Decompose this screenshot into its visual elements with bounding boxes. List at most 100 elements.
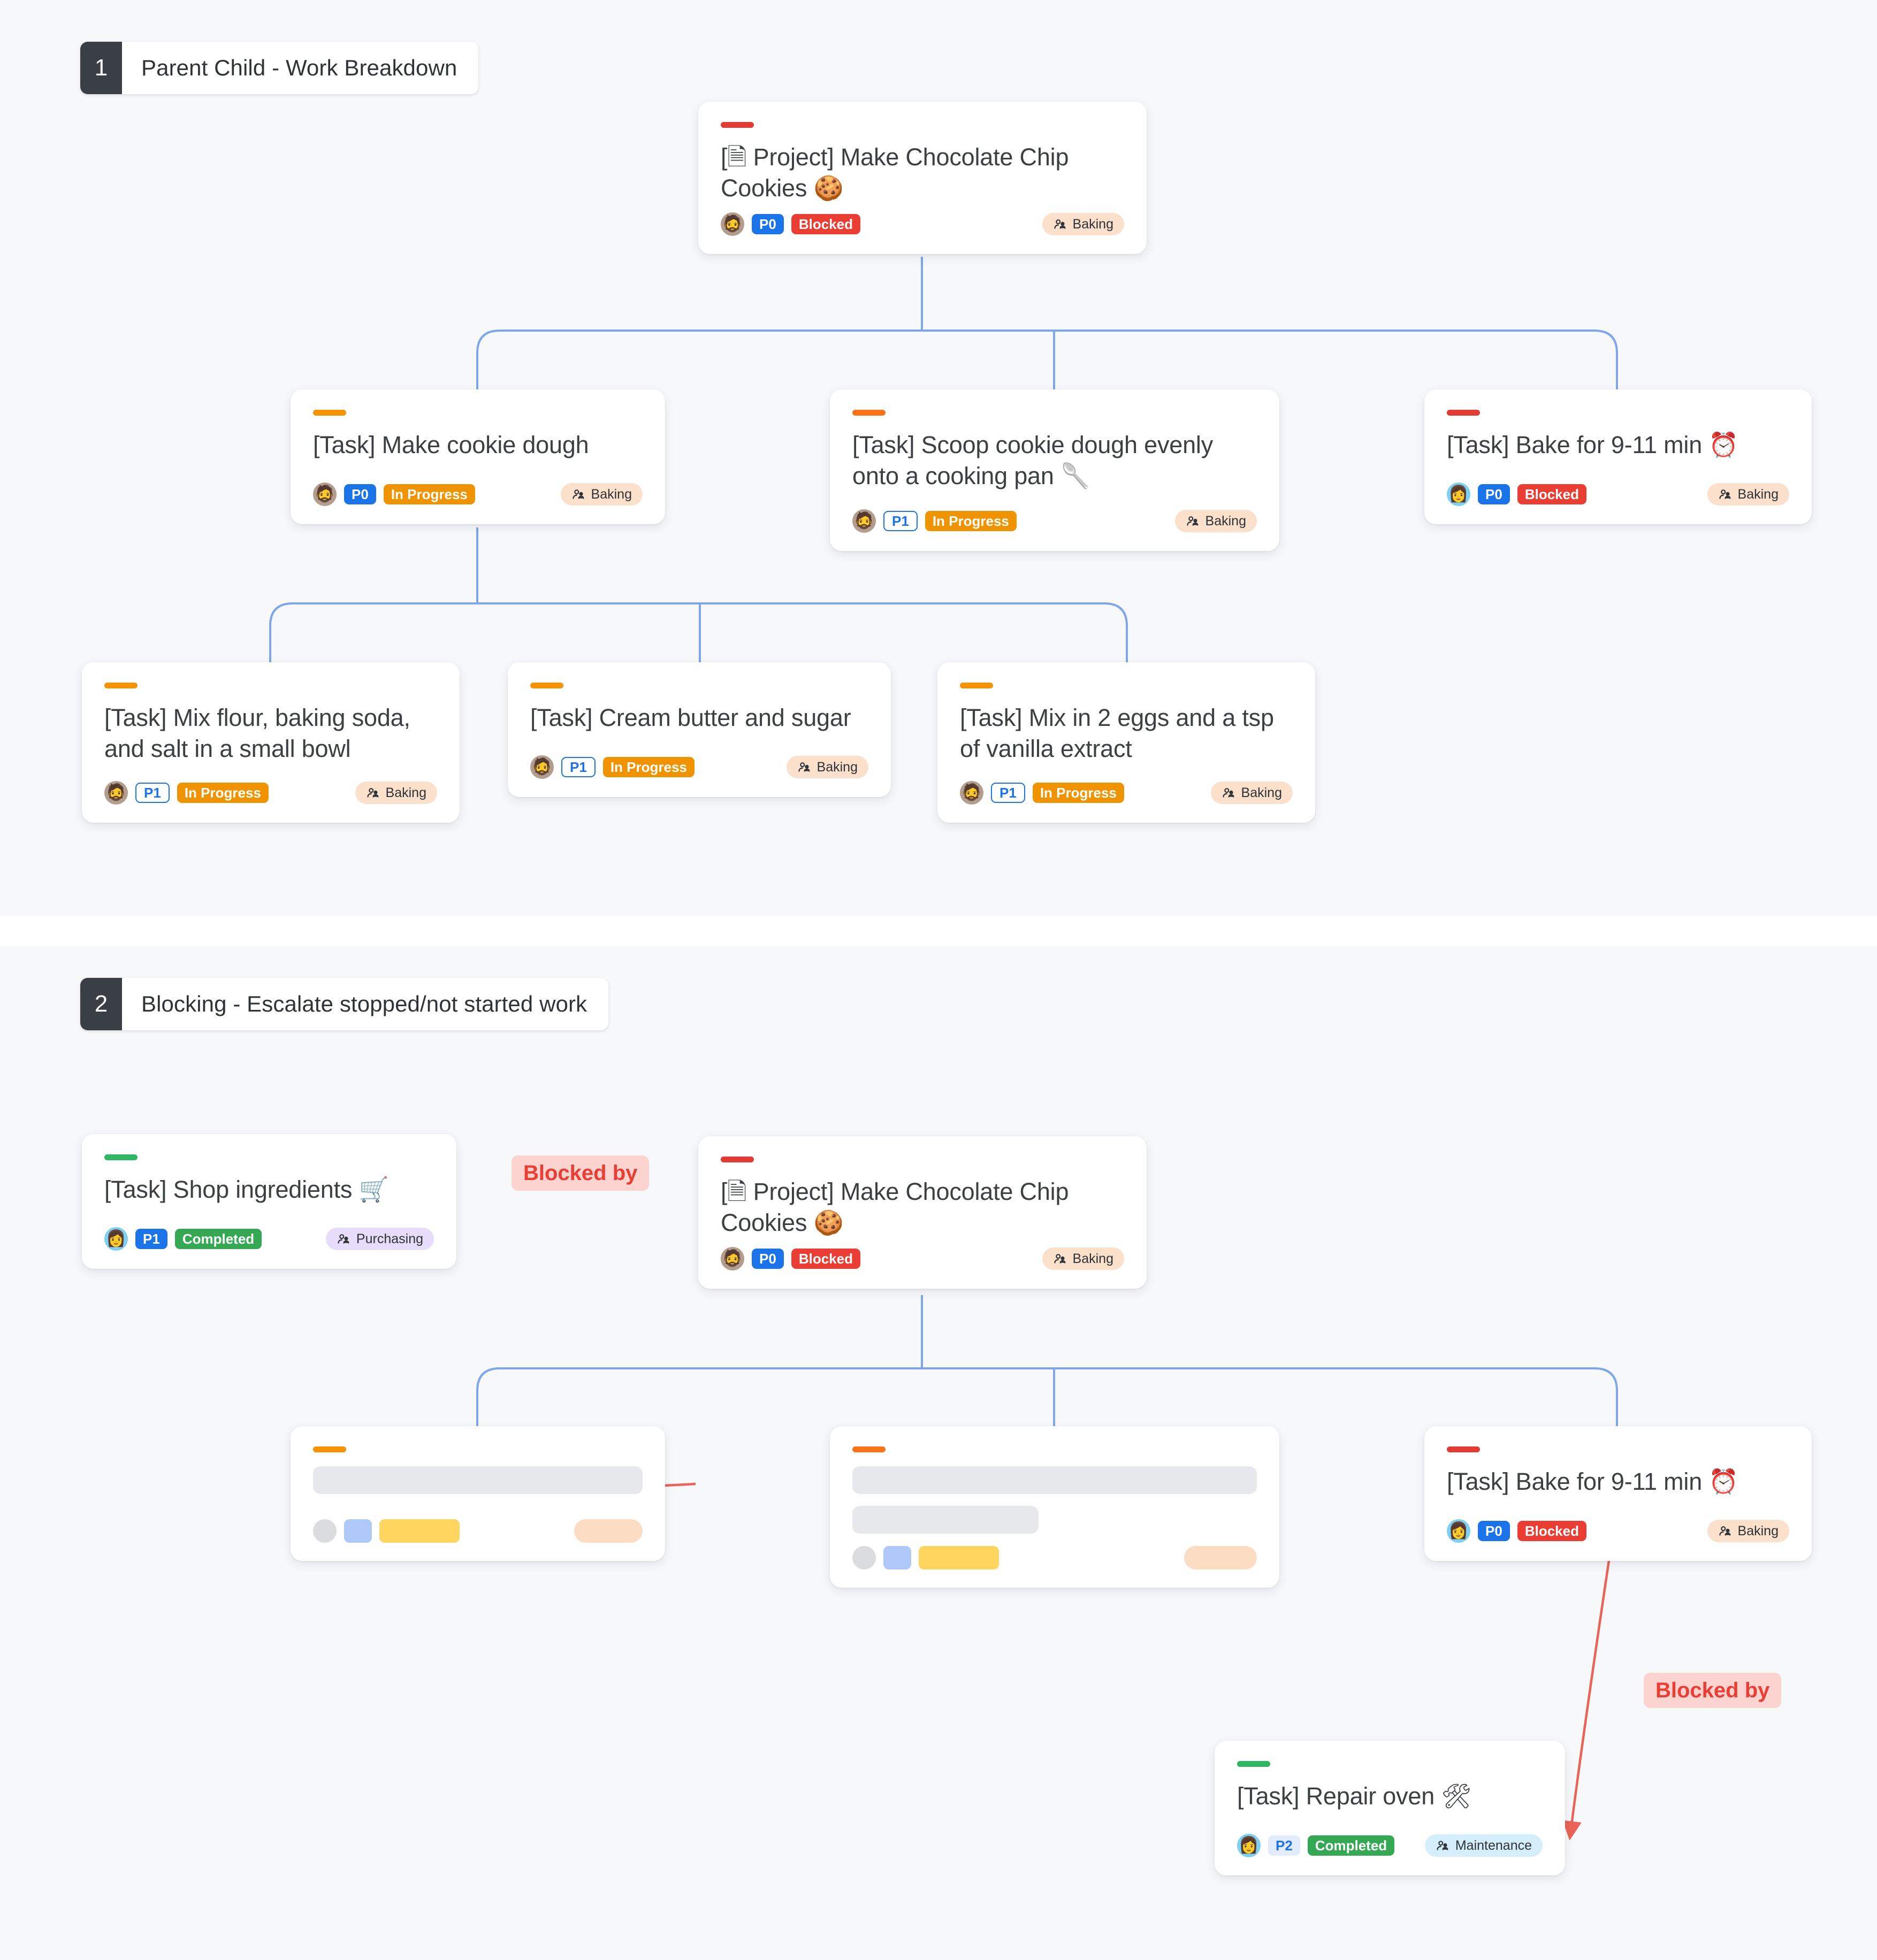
card-placeholder-1[interactable] — [291, 1426, 665, 1561]
card-title: [Task] Cream butter and sugar — [530, 704, 851, 731]
priority-badge: P1 — [135, 783, 170, 803]
avatar: 👩 — [1447, 483, 1470, 506]
card-type-indicator — [104, 1154, 138, 1160]
status-badge: In Progress — [1032, 783, 1124, 803]
team-tag-label: Baking — [1072, 1251, 1113, 1266]
card-meta-row: 🧔 P1 In Progress Baking — [530, 755, 868, 779]
card-bake-9-11-min-2[interactable]: [Task] Bake for 9-11 min ⏰ 👩 P0 Blocked … — [1424, 1426, 1812, 1561]
skeleton-priority — [344, 1519, 372, 1543]
card-meta-row: 🧔 P0 Blocked Baking — [721, 1247, 1124, 1270]
team-tag-label: Baking — [1241, 785, 1282, 800]
card-title: [Task] Bake for 9-11 min ⏰ — [1447, 431, 1739, 458]
status-badge: In Progress — [925, 511, 1017, 531]
card-meta-row: 🧔 P1 In Progress Baking — [852, 509, 1257, 533]
card-meta-row: 🧔 P0 In Progress Baking — [313, 483, 643, 506]
priority-badge: P0 — [752, 1249, 784, 1269]
card-project-cookies[interactable]: [🗎 Project] Make Chocolate Chip Cookies … — [698, 102, 1147, 254]
people-icon — [1054, 219, 1065, 229]
avatar: 🧔 — [104, 781, 128, 805]
card-type-indicator — [721, 122, 754, 128]
people-icon — [1719, 1526, 1730, 1536]
card-type-indicator — [960, 683, 993, 688]
team-tag-label: Baking — [591, 486, 632, 502]
card-title: [Task] Mix in 2 eggs and a tsp of vanill… — [960, 704, 1274, 762]
card-meta-row — [313, 1519, 643, 1543]
skeleton-title-line — [852, 1466, 1257, 1494]
card-scoop-dough[interactable]: [Task] Scoop cookie dough evenly onto a … — [830, 389, 1279, 551]
card-project-cookies-2[interactable]: [🗎 Project] Make Chocolate Chip Cookies … — [698, 1136, 1147, 1289]
priority-badge: P1 — [883, 511, 918, 531]
team-tag-label: Baking — [1737, 1523, 1779, 1538]
avatar: 🧔 — [721, 212, 744, 236]
section-1-title: Parent Child - Work Breakdown — [141, 55, 457, 80]
priority-badge: P0 — [344, 484, 376, 504]
status-badge: In Progress — [383, 484, 475, 504]
avatar: 🧔 — [530, 755, 554, 779]
card-title: [Task] Shop ingredients 🛒 — [104, 1176, 389, 1203]
card-meta-row: 👩 P0 Blocked Baking — [1447, 1519, 1789, 1543]
team-tag: Baking — [786, 756, 868, 778]
people-icon — [1222, 788, 1234, 798]
skeleton-title-line — [313, 1466, 643, 1494]
section-2-title: Blocking - Escalate stopped/not started … — [141, 991, 587, 1016]
people-icon — [1186, 516, 1198, 526]
card-repair-oven[interactable]: [Task] Repair oven 🛠 👩 P2 Completed Main… — [1215, 1741, 1565, 1875]
card-type-indicator — [852, 1446, 886, 1452]
card-meta-row: 👩 P1 Completed Purchasing — [104, 1227, 434, 1251]
people-icon — [1719, 489, 1730, 499]
card-type-indicator — [104, 683, 138, 688]
card-type-indicator — [530, 683, 563, 688]
status-badge: In Progress — [602, 757, 695, 777]
people-icon — [338, 1234, 349, 1244]
skeleton-title-line-2 — [852, 1506, 1039, 1534]
avatar: 👩 — [1447, 1519, 1470, 1543]
card-make-cookie-dough[interactable]: [Task] Make cookie dough 🧔 P0 In Progres… — [291, 389, 665, 524]
team-tag: Baking — [1042, 1247, 1124, 1270]
team-tag: Purchasing — [325, 1228, 434, 1250]
skeleton-status — [919, 1546, 999, 1569]
card-type-indicator — [1447, 410, 1480, 416]
card-type-indicator — [721, 1157, 754, 1162]
status-badge: Blocked — [1517, 1521, 1586, 1541]
card-mix-flour[interactable]: [Task] Mix flour, baking soda, and salt … — [82, 662, 460, 823]
status-badge: Blocked — [791, 214, 860, 234]
team-tag-label: Baking — [1205, 513, 1246, 529]
team-tag-label: Maintenance — [1455, 1838, 1532, 1853]
blocked-by-label-1: Blocked by — [512, 1155, 650, 1191]
card-placeholder-2[interactable] — [830, 1426, 1279, 1588]
card-bake-9-11-min[interactable]: [Task] Bake for 9-11 min ⏰ 👩 P0 Blocked … — [1424, 389, 1812, 524]
card-meta-row: 🧔 P0 Blocked Baking — [721, 212, 1124, 236]
people-icon — [1437, 1841, 1448, 1850]
avatar: 👩 — [1237, 1834, 1261, 1857]
avatar: 👩 — [104, 1227, 128, 1251]
people-icon — [367, 788, 378, 798]
section-blocking: 2 Blocking - Escalate stopped/not starte… — [0, 946, 1877, 1960]
card-mix-eggs[interactable]: [Task] Mix in 2 eggs and a tsp of vanill… — [937, 662, 1315, 823]
priority-badge: P1 — [561, 757, 596, 777]
team-tag: Baking — [1042, 213, 1124, 235]
people-icon — [572, 489, 584, 499]
card-title: [Task] Make cookie dough — [313, 431, 589, 458]
skeleton-priority — [883, 1546, 911, 1569]
card-cream-butter[interactable]: [Task] Cream butter and sugar 🧔 P1 In Pr… — [508, 662, 891, 797]
priority-badge: P2 — [1268, 1835, 1300, 1856]
card-shop-ingredients[interactable]: [Task] Shop ingredients 🛒 👩 P1 Completed… — [82, 1134, 456, 1269]
section-1-number: 1 — [80, 42, 122, 94]
card-meta-row: 🧔 P1 In Progress Baking — [960, 781, 1293, 805]
skeleton-avatar — [313, 1519, 337, 1543]
team-tag: Baking — [560, 483, 643, 506]
team-tag: Maintenance — [1424, 1834, 1543, 1857]
status-badge: Completed — [174, 1229, 262, 1249]
priority-badge: P1 — [135, 1229, 167, 1249]
card-type-indicator — [313, 1446, 346, 1452]
card-type-indicator — [313, 410, 346, 416]
team-tag: Baking — [1707, 483, 1789, 506]
card-title: [Task] Mix flour, baking soda, and salt … — [104, 704, 410, 762]
card-type-indicator — [1237, 1761, 1270, 1767]
section-1-header: 1 Parent Child - Work Breakdown — [80, 42, 479, 94]
status-badge: In Progress — [177, 783, 269, 803]
team-tag: Baking — [1707, 1520, 1789, 1542]
priority-badge: P0 — [1478, 1521, 1510, 1541]
skeleton-team-tag — [574, 1519, 643, 1543]
